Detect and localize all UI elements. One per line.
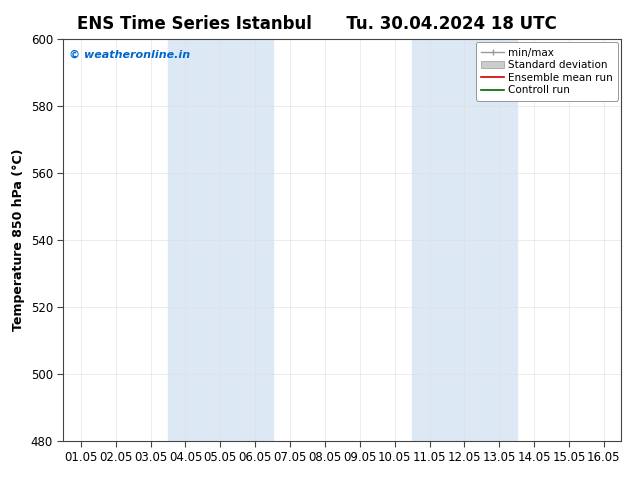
Bar [168, 39, 273, 441]
Y-axis label: Temperature 850 hPa (°C): Temperature 850 hPa (°C) [12, 149, 25, 331]
Text: ENS Time Series Istanbul      Tu. 30.04.2024 18 UTC: ENS Time Series Istanbul Tu. 30.04.2024 … [77, 15, 557, 33]
Text: © weatheronline.in: © weatheronline.in [69, 49, 190, 59]
Bar [412, 39, 517, 441]
Legend: min/max, Standard deviation, Ensemble mean run, Controll run: min/max, Standard deviation, Ensemble me… [476, 42, 618, 100]
